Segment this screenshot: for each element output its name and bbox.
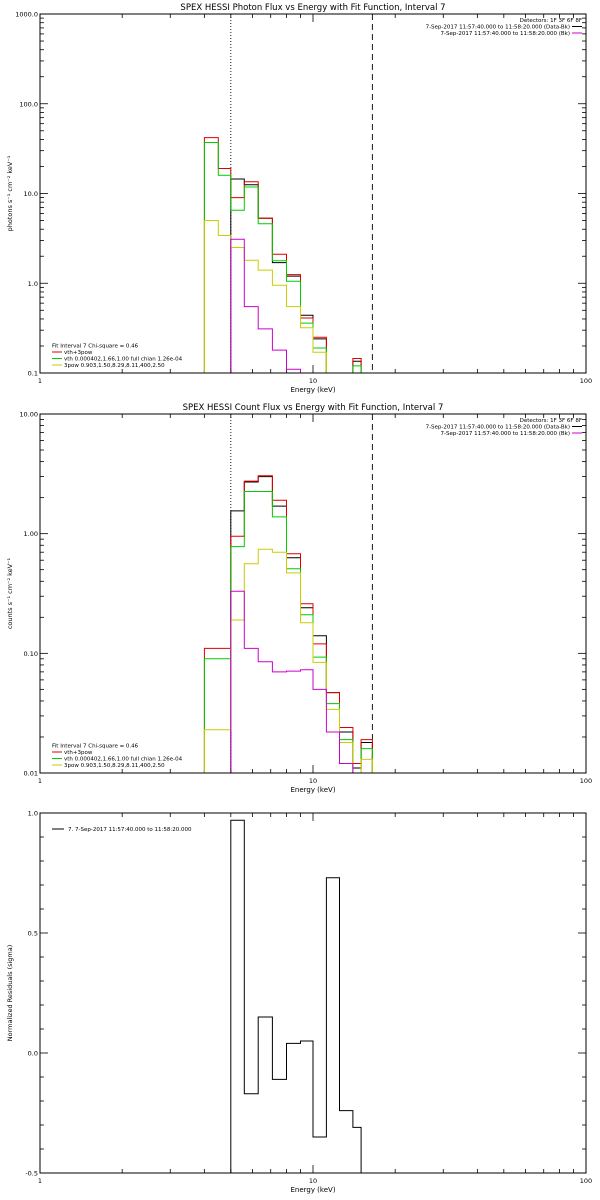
y-tick-label: 10.0	[24, 190, 38, 198]
plot-frame	[39, 413, 587, 774]
y-tick-label: 0.1	[28, 370, 38, 378]
chart-panel-2: SPEX HESSI Count Flux vs Energy with Fit…	[6, 403, 592, 794]
y-axis-label: photons s⁻¹ cm⁻² keV⁻¹	[6, 155, 14, 231]
y-axis-label: Normalized Residuals (sigma)	[6, 945, 14, 1042]
x-axis-label: Energy (keV)	[290, 386, 335, 394]
y-tick-label: 1.00	[24, 530, 38, 538]
x-tick-label: 10	[309, 377, 317, 385]
y-tick-label: 10.00	[19, 411, 38, 419]
x-tick-label: 100	[580, 777, 592, 785]
legend-top-entry: 7-Sep-2017 11:57:40.000 to 11:58:20.000 …	[426, 425, 570, 431]
series-group	[203, 137, 362, 373]
series-line-1	[230, 476, 373, 773]
y-tick-label: 1000.0	[15, 11, 38, 19]
legend-bottom-entry: 3pow 0.903,1.50,8.29,8.11,400,2.50	[64, 763, 165, 769]
series-line-2	[203, 137, 362, 373]
series-line-5	[230, 590, 362, 773]
series-line-5	[230, 238, 353, 373]
x-axis-label: Energy (keV)	[290, 1186, 335, 1194]
y-tick-label: 0.01	[24, 770, 38, 778]
legend-bottom-entry: Fit Interval 7 Chi-square = 0.46	[52, 344, 139, 350]
legend-bottom-entry: vth+3pow	[64, 350, 93, 356]
y-tick-label: 1.0	[28, 280, 38, 288]
y-tick-label: 1.0	[28, 810, 38, 818]
x-tick-label: 1	[38, 1177, 42, 1185]
legend-top-entry: 7-Sep-2017 11:57:40.000 to 11:58:20.000 …	[441, 31, 571, 37]
x-tick-label: 10	[309, 777, 317, 785]
series-line-3	[203, 142, 362, 373]
legend-bottom-entry: vth+3pow	[64, 750, 93, 756]
chart-panel-1: SPEX HESSI Photon Flux vs Energy with Fi…	[6, 3, 592, 394]
legend-bottom-entry: vth 0.000402,1.66,1.00 full chian 1.26e-…	[64, 357, 183, 363]
chart-panel-3: Energy (keV) Normalized Residuals (sigma)…	[6, 810, 592, 1195]
x-tick-label: 100	[580, 377, 592, 385]
y-tick-label: 0.0	[28, 1050, 38, 1058]
series-group	[203, 475, 373, 773]
y-tick-label: 100.0	[19, 100, 38, 108]
plot-frame	[39, 13, 587, 374]
legend-top-entry: Detectors: 1F 3F 6F 8F	[520, 418, 582, 424]
chart-title: SPEX HESSI Photon Flux vs Energy with Fi…	[180, 3, 445, 13]
x-tick-label: 100	[580, 1177, 592, 1185]
legend-bottom-entry: vth 0.000402,1.66,1.00 full chian 1.26e-…	[64, 757, 183, 763]
chart-title: SPEX HESSI Count Flux vs Energy with Fit…	[183, 403, 444, 413]
series-line-1	[230, 819, 362, 1173]
y-tick-label: -0.5	[25, 1170, 38, 1178]
y-axis-label: counts s⁻¹ cm⁻² keV⁻¹	[6, 557, 14, 629]
x-tick-label: 1	[38, 377, 42, 385]
legend-top-entry: Detectors: 1F 3F 6F 8F	[520, 18, 582, 24]
legend-top-entry: 7-Sep-2017 11:57:40.000 to 11:58:20.000 …	[426, 25, 570, 31]
legend-bottom-entry: 3pow 0.903,1.50,8.29,8.11,400,2.50	[64, 363, 165, 369]
legend-top-entry: 7-Sep-2017 11:57:40.000 to 11:58:20.000 …	[441, 431, 571, 437]
y-tick-label: 0.5	[28, 930, 38, 938]
series-line-3	[203, 491, 373, 773]
y-tick-label: 0.10	[24, 650, 38, 658]
series-group	[230, 819, 362, 1173]
x-axis-label: Energy (keV)	[290, 786, 335, 794]
plot-frame	[39, 812, 587, 1174]
x-tick-label: 10	[309, 1177, 317, 1185]
legend-entry: 7. 7-Sep-2017 11:57:40.000 to 11:58:20.0…	[68, 827, 192, 833]
series-line-1	[230, 178, 362, 373]
x-tick-label: 1	[38, 777, 42, 785]
series-line-4	[203, 220, 362, 373]
series-line-2	[203, 475, 373, 773]
legend-bottom-entry: Fit Interval 7 Chi-square = 0.46	[52, 744, 139, 750]
